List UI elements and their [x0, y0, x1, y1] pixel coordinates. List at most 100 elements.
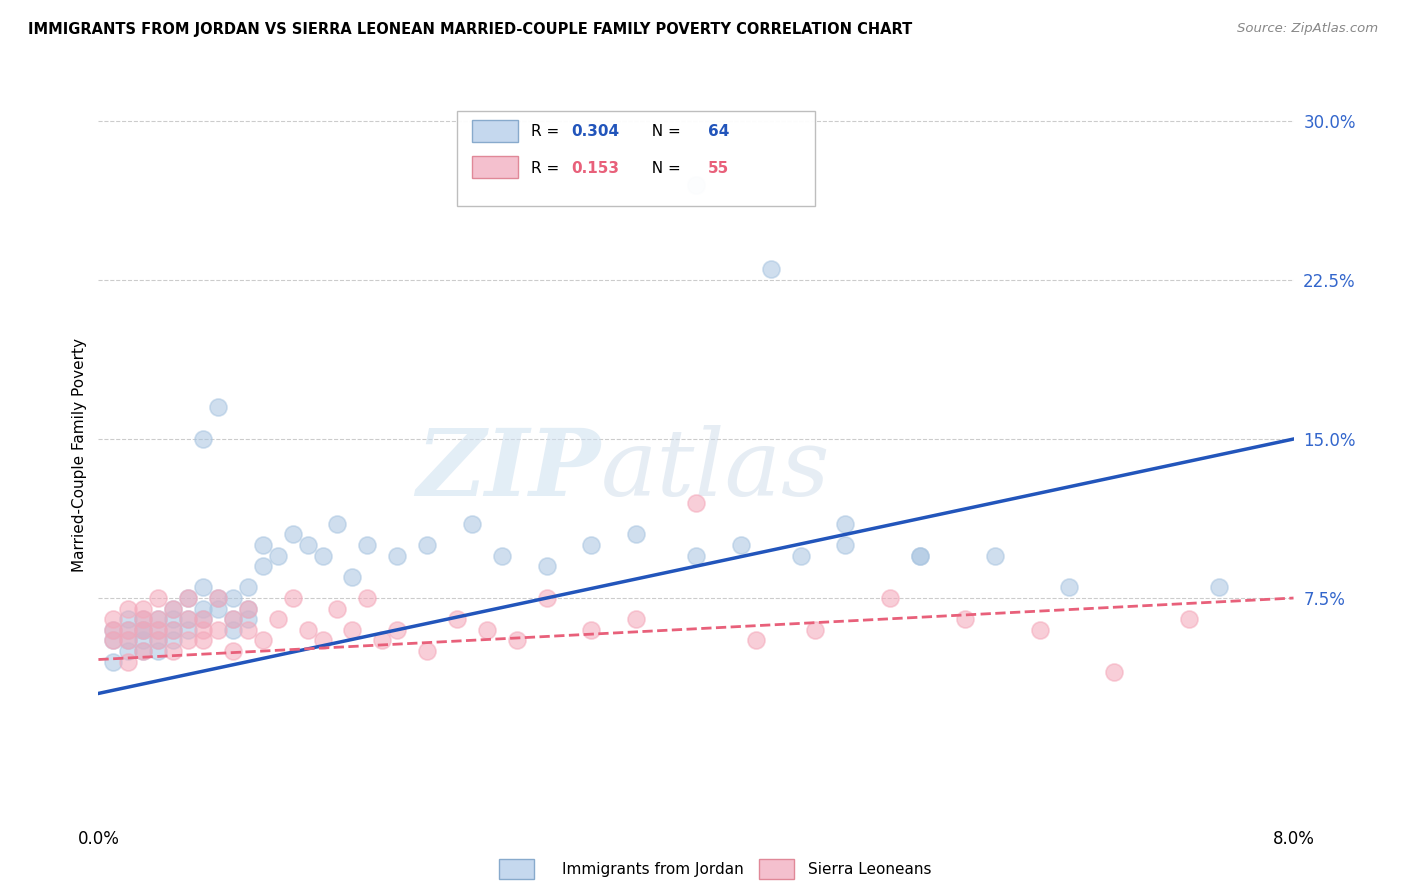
Point: [117, 633, 139, 648]
Point: [834, 538, 856, 552]
Text: R =: R =: [531, 124, 564, 139]
Point: [326, 601, 349, 615]
Point: [162, 644, 184, 658]
Point: [132, 612, 155, 626]
Point: [536, 591, 558, 605]
Point: [162, 612, 184, 626]
Point: [326, 516, 349, 531]
Point: [297, 623, 319, 637]
Point: [222, 644, 245, 658]
Point: [222, 612, 245, 626]
Point: [222, 591, 245, 605]
Point: [236, 601, 259, 615]
Point: [103, 612, 125, 626]
Bar: [759, 859, 794, 879]
Point: [908, 549, 931, 563]
Point: [730, 538, 752, 552]
Point: [148, 623, 170, 637]
Text: Immigrants from Jordan: Immigrants from Jordan: [562, 863, 744, 877]
Point: [1059, 581, 1081, 595]
Point: [685, 178, 707, 192]
Point: [1102, 665, 1125, 680]
Point: [132, 644, 155, 658]
Text: IMMIGRANTS FROM JORDAN VS SIERRA LEONEAN MARRIED-COUPLE FAMILY POVERTY CORRELATI: IMMIGRANTS FROM JORDAN VS SIERRA LEONEAN…: [28, 22, 912, 37]
Point: [117, 623, 139, 637]
Point: [117, 601, 139, 615]
Point: [162, 623, 184, 637]
Text: 0.153: 0.153: [572, 161, 620, 176]
Point: [148, 612, 170, 626]
Point: [1208, 581, 1230, 595]
Point: [162, 633, 184, 648]
Point: [624, 527, 647, 541]
Point: [132, 612, 155, 626]
Point: [191, 432, 214, 446]
Point: [207, 623, 229, 637]
Point: [191, 623, 214, 637]
Point: [356, 538, 378, 552]
Point: [117, 644, 139, 658]
Point: [281, 527, 304, 541]
Point: [103, 623, 125, 637]
Point: [236, 581, 259, 595]
Point: [311, 633, 333, 648]
Point: [252, 559, 274, 574]
Point: [236, 623, 259, 637]
Point: [117, 612, 139, 626]
Text: N =: N =: [643, 124, 686, 139]
Bar: [499, 859, 534, 879]
Point: [281, 591, 304, 605]
Point: [222, 612, 245, 626]
Text: 0.304: 0.304: [572, 124, 620, 139]
FancyBboxPatch shape: [472, 120, 517, 142]
Point: [536, 559, 558, 574]
Point: [177, 591, 200, 605]
Point: [103, 623, 125, 637]
Point: [416, 538, 439, 552]
Text: atlas: atlas: [600, 425, 830, 515]
Point: [207, 591, 229, 605]
FancyBboxPatch shape: [457, 112, 815, 206]
Text: N =: N =: [643, 161, 686, 176]
Point: [177, 612, 200, 626]
Point: [581, 623, 603, 637]
Point: [207, 591, 229, 605]
Point: [132, 623, 155, 637]
Point: [162, 601, 184, 615]
Point: [581, 538, 603, 552]
Point: [745, 633, 768, 648]
Point: [252, 538, 274, 552]
Text: ZIP: ZIP: [416, 425, 600, 515]
Point: [267, 549, 290, 563]
Text: Sierra Leoneans: Sierra Leoneans: [808, 863, 932, 877]
Text: Source: ZipAtlas.com: Source: ZipAtlas.com: [1237, 22, 1378, 36]
Point: [148, 612, 170, 626]
Point: [879, 591, 901, 605]
Point: [759, 262, 782, 277]
Point: [207, 601, 229, 615]
Point: [356, 591, 378, 605]
Point: [103, 655, 125, 669]
Point: [148, 633, 170, 648]
Point: [236, 601, 259, 615]
Point: [475, 623, 498, 637]
Point: [685, 549, 707, 563]
Point: [1028, 623, 1050, 637]
Point: [416, 644, 439, 658]
Point: [342, 570, 364, 584]
Point: [385, 549, 409, 563]
Point: [461, 516, 484, 531]
Point: [177, 623, 200, 637]
Point: [191, 633, 214, 648]
Point: [132, 623, 155, 637]
Point: [177, 591, 200, 605]
Point: [148, 623, 170, 637]
Point: [132, 633, 155, 648]
Point: [342, 623, 364, 637]
Point: [297, 538, 319, 552]
Point: [191, 612, 214, 626]
Point: [177, 612, 200, 626]
Point: [624, 612, 647, 626]
Point: [177, 633, 200, 648]
Point: [132, 623, 155, 637]
